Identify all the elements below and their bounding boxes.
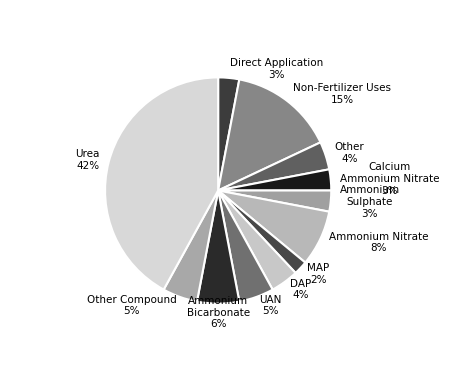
Text: Calcium
Ammonium Nitrate
3%: Calcium Ammonium Nitrate 3% — [340, 162, 439, 195]
Text: Urea
42%: Urea 42% — [75, 149, 100, 171]
Text: Ammonium Nitrate
8%: Ammonium Nitrate 8% — [328, 232, 428, 253]
Wedge shape — [218, 190, 329, 263]
Wedge shape — [218, 190, 305, 273]
Wedge shape — [197, 190, 239, 304]
Text: UAN
5%: UAN 5% — [260, 295, 282, 316]
Text: Direct Application
3%: Direct Application 3% — [229, 58, 323, 80]
Text: Ammonium
Bicarbonate
6%: Ammonium Bicarbonate 6% — [187, 296, 250, 329]
Text: Non-Fertilizer Uses
15%: Non-Fertilizer Uses 15% — [293, 83, 391, 105]
Text: DAP
4%: DAP 4% — [290, 279, 311, 300]
Text: Other
4%: Other 4% — [334, 142, 364, 163]
Text: MAP
2%: MAP 2% — [307, 263, 329, 285]
Wedge shape — [218, 190, 296, 290]
Wedge shape — [218, 190, 331, 212]
Text: Ammonium
Sulphate
3%: Ammonium Sulphate 3% — [340, 186, 400, 219]
Text: Other Compound
5%: Other Compound 5% — [87, 295, 177, 316]
Wedge shape — [218, 79, 320, 190]
Wedge shape — [164, 190, 218, 302]
Wedge shape — [218, 77, 239, 190]
Wedge shape — [218, 190, 273, 302]
Wedge shape — [105, 77, 218, 290]
Wedge shape — [218, 169, 331, 190]
Wedge shape — [218, 142, 329, 190]
